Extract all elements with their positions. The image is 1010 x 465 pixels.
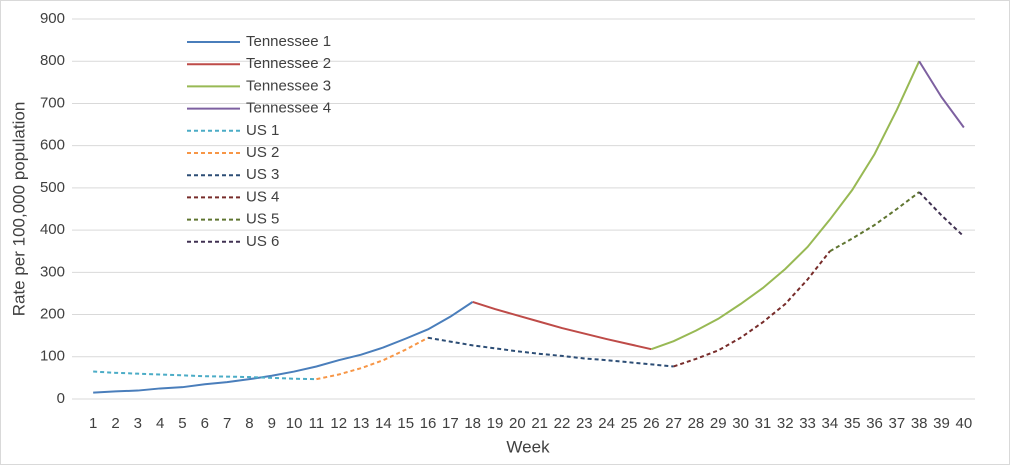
x-axis-title: Week [506,437,550,456]
x-tick-label: 35 [844,415,861,432]
series-line [472,300,652,351]
x-tick-label: 9 [268,415,276,432]
x-tick-label: 19 [487,415,504,432]
legend-label: Tennessee 4 [246,100,331,117]
legend-label: Tennessee 2 [246,55,331,72]
y-tick-label: 100 [40,348,65,365]
x-tick-label: 24 [598,415,615,432]
x-tick-label: 40 [955,415,972,432]
x-tick-label: 6 [201,415,209,432]
legend-label: US 5 [246,211,279,228]
x-tick-label: 29 [710,415,727,432]
series-line [316,336,429,381]
x-tick-label: 8 [245,415,253,432]
legend-label: US 3 [246,166,279,183]
x-tick-label: 38 [911,415,928,432]
series-line [93,301,474,394]
x-tick-label: 17 [442,415,459,432]
x-tick-label: 27 [665,415,682,432]
legend-label: US 6 [246,233,279,250]
x-tick-label: 5 [178,415,186,432]
legend-label: US 2 [246,144,279,161]
y-tick-label: 900 [40,10,65,27]
legend-label: Tennessee 1 [246,33,331,50]
x-tick-label: 25 [621,415,638,432]
y-tick-label: 200 [40,306,65,323]
series-line [829,191,920,253]
x-tick-label: 20 [509,415,526,432]
legend-label: Tennessee 3 [246,77,331,94]
x-tick-label: 16 [420,415,437,432]
y-tick-label: 500 [40,179,65,196]
x-tick-label: 26 [643,415,660,432]
x-tick-label: 32 [777,415,794,432]
x-tick-label: 2 [111,415,119,432]
y-axis-title: Rate per 100,000 population [9,102,28,317]
x-tick-label: 36 [866,415,883,432]
x-tick-label: 10 [286,415,303,432]
x-tick-label: 7 [223,415,231,432]
x-tick-label: 12 [330,415,347,432]
x-tick-label: 15 [397,415,414,432]
x-tick-label: 21 [531,415,548,432]
series-line [427,336,674,368]
y-tick-label: 800 [40,52,65,69]
x-tick-label: 23 [576,415,593,432]
x-tick-label: 34 [822,415,839,432]
x-tick-label: 39 [933,415,950,432]
series-line [650,60,921,351]
x-tick-label: 11 [309,415,325,432]
x-tick-label: 28 [688,415,705,432]
x-tick-label: 37 [889,415,906,432]
y-tick-label: 300 [40,263,65,280]
legend-label: US 4 [246,188,279,205]
y-tick-label: 0 [57,390,65,407]
series-line [93,370,317,381]
x-tick-label: 31 [755,415,772,432]
x-tick-label: 14 [375,415,392,432]
x-tick-label: 13 [353,415,370,432]
x-tick-label: 22 [554,415,571,432]
y-tick-label: 600 [40,137,65,154]
legend-label: US 1 [246,122,279,139]
y-tick-label: 400 [40,221,65,238]
x-tick-label: 30 [732,415,749,432]
y-tick-label: 700 [40,94,65,111]
x-tick-label: 3 [134,415,142,432]
series-line [918,191,965,238]
x-tick-label: 1 [89,415,97,432]
x-tick-label: 33 [799,415,816,432]
x-tick-label: 18 [464,415,481,432]
series-line [918,60,965,129]
series-line [673,250,831,368]
x-tick-label: 4 [156,415,164,432]
